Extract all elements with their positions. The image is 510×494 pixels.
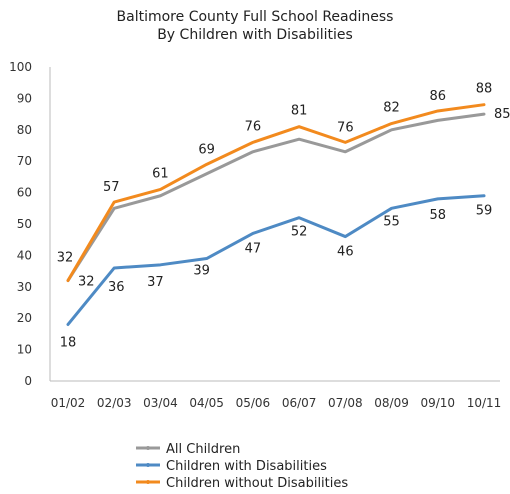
y-tick-label: 0	[24, 374, 32, 388]
data-labels: 85 18 36 37 39 47 52 46 55 58 59 32 57 61 69 76 81 76 82 86…	[57, 82, 510, 351]
chart-title-line-1: Baltimore County Full School Readiness	[117, 9, 394, 25]
data-label: 86	[430, 89, 447, 104]
y-tick-label: 10	[17, 343, 32, 357]
x-tick-label: 08/09	[374, 396, 409, 410]
data-label: 58	[430, 208, 447, 223]
y-tick-label: 60	[17, 186, 32, 200]
x-tick-label: 04/05	[189, 396, 224, 410]
x-tick-label: 07/08	[328, 396, 363, 410]
y-tick-label: 20	[17, 311, 32, 325]
data-label: 18	[60, 335, 77, 350]
x-tick-label: 01/02	[51, 396, 86, 410]
x-tick-label: 10/11	[467, 396, 502, 410]
x-tick-label: 06/07	[282, 396, 317, 410]
y-axis-ticks: 0 10 20 30 40 50 60 70 80 90 100	[9, 60, 32, 388]
data-label: 76	[245, 119, 262, 134]
data-label: 81	[291, 104, 308, 119]
data-label: 69	[198, 142, 215, 157]
y-tick-label: 40	[17, 248, 32, 262]
x-axis-ticks: 01/02 02/03 03/04 04/05 05/06 06/07 07/08 08/09…	[51, 396, 502, 410]
data-label: 37	[147, 275, 164, 290]
data-label: 88	[476, 82, 493, 97]
data-label: 52	[291, 225, 308, 240]
y-tick-label: 100	[9, 60, 32, 74]
x-tick-label: 09/10	[420, 396, 455, 410]
data-label: 32	[57, 251, 74, 266]
data-label: 76	[337, 120, 354, 135]
data-label: 57	[103, 180, 120, 195]
data-label: 47	[245, 241, 262, 256]
y-tick-label: 30	[17, 280, 32, 294]
legend: All Children Children with Disabilities Ch…	[136, 442, 348, 491]
x-tick-label: 05/06	[236, 396, 271, 410]
y-tick-label: 90	[17, 91, 32, 105]
data-label: 32	[78, 275, 95, 290]
series-line-2	[66, 103, 486, 283]
x-tick-label: 02/03	[97, 396, 132, 410]
legend-marker	[146, 480, 150, 484]
legend-entry: Children with Disabilities	[166, 459, 327, 474]
data-label: 55	[383, 214, 400, 229]
data-label: 59	[476, 204, 493, 219]
data-label: 46	[337, 245, 354, 260]
y-tick-label: 50	[17, 217, 32, 231]
data-label: 61	[152, 166, 169, 181]
y-tick-label: 70	[17, 154, 32, 168]
legend-marker	[146, 446, 150, 450]
series-lines	[66, 103, 486, 326]
data-label: 85	[494, 107, 510, 122]
legend-entry: All Children	[166, 442, 240, 457]
series-line-0	[66, 112, 486, 283]
data-label: 82	[383, 101, 400, 116]
x-tick-label: 03/04	[143, 396, 178, 410]
chart-title-line-2: By Children with Disabilities	[157, 27, 353, 43]
data-label: 36	[108, 280, 125, 295]
data-label: 39	[193, 264, 210, 279]
y-tick-label: 80	[17, 123, 32, 137]
legend-entry: Children without Disabilities	[166, 476, 348, 491]
legend-marker	[146, 463, 150, 467]
series-line-1	[66, 194, 486, 326]
